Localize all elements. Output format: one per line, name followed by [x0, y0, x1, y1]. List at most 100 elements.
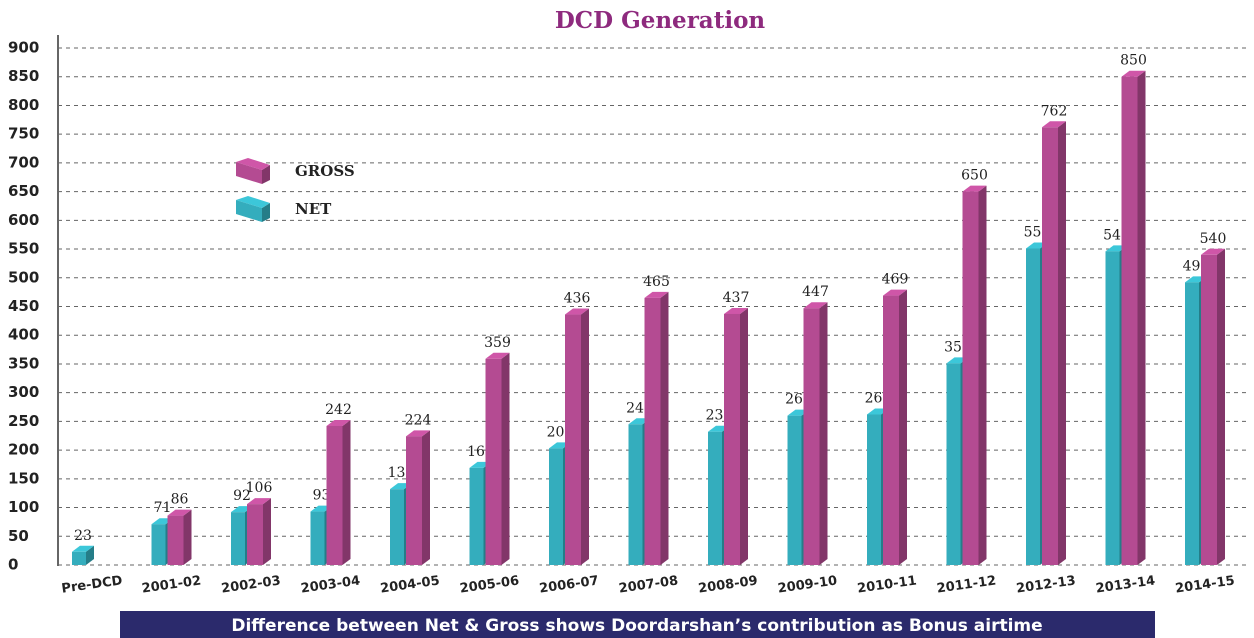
bar-side [740, 307, 748, 565]
bar [1201, 254, 1217, 566]
legend-item: GROSS [236, 158, 355, 184]
bar [1026, 248, 1040, 565]
y-tick-label: 0 [8, 556, 18, 574]
bar [565, 314, 581, 565]
bar [1042, 127, 1058, 566]
bar-top [644, 291, 669, 298]
bar-group [406, 430, 430, 565]
x-tick-label: 2012-13 [1015, 573, 1076, 596]
bar [485, 358, 502, 565]
bar-top [883, 289, 907, 296]
x-tick-label: 2011-12 [936, 573, 997, 596]
value-label: 469 [882, 272, 909, 288]
value-label: 106 [246, 480, 273, 496]
y-tick-label: 700 [8, 153, 39, 171]
y-tick-label: 600 [8, 211, 39, 229]
bar-group [565, 308, 589, 565]
bar-side [899, 289, 907, 565]
bar-side [422, 430, 430, 565]
y-tick-label: 350 [8, 354, 39, 372]
bar-side [86, 545, 94, 565]
bar-top [724, 307, 748, 314]
bar-top [1121, 70, 1146, 77]
x-tick-label: Pre-DCD [61, 573, 124, 596]
y-tick-label: 150 [8, 469, 39, 487]
y-tick-label: 450 [8, 297, 39, 315]
x-tick-label: 2001-02 [141, 573, 202, 596]
y-tick-label: 850 [8, 67, 39, 85]
value-label: 540 [1200, 231, 1227, 247]
x-tick-label: 2009-10 [777, 573, 838, 596]
value-label: 650 [961, 168, 988, 184]
legend-label: NET [295, 200, 332, 218]
bar-top [803, 302, 828, 309]
bar-group [1201, 248, 1225, 566]
bar-side [183, 509, 192, 565]
x-tick-label: 2003-04 [300, 573, 361, 596]
legend-swatch [236, 162, 262, 184]
bar-side [819, 302, 828, 565]
y-tick-label: 500 [8, 268, 39, 286]
bar-top [72, 545, 94, 552]
bar [724, 313, 740, 565]
bar-group [803, 302, 828, 565]
legend-swatch-top [236, 158, 270, 170]
value-label: 93 [313, 488, 331, 504]
annotation: Difference between Net & Gross shows Doo… [231, 616, 1042, 636]
y-tick-label: 300 [8, 383, 39, 401]
y-tick-label: 400 [8, 326, 39, 344]
y-tick-label: 100 [8, 498, 39, 516]
value-label: 447 [802, 284, 829, 300]
banner [120, 611, 1155, 638]
y-tick-label: 650 [8, 182, 39, 200]
value-label: 465 [643, 274, 670, 290]
bar [310, 511, 325, 565]
value-label: 850 [1120, 53, 1147, 69]
bar-group [167, 509, 192, 565]
bar [326, 425, 343, 565]
y-tick-label: 200 [8, 441, 39, 459]
bar-side [660, 291, 669, 565]
bar [628, 424, 643, 565]
bar-top [326, 419, 351, 426]
x-tick-label: 2008-09 [697, 573, 758, 596]
value-label: 71 [154, 500, 172, 516]
bar-top [962, 185, 987, 192]
bar-group [1042, 121, 1066, 566]
bar-top [167, 509, 192, 516]
legend-swatch-top [236, 196, 270, 208]
legend-swatch [236, 200, 262, 222]
x-tick-label: 2014-15 [1174, 573, 1235, 596]
bar-top [1201, 248, 1225, 255]
y-tick-label: 250 [8, 412, 39, 430]
bar [247, 504, 263, 565]
value-label: 762 [1041, 103, 1068, 119]
value-label: 23 [74, 528, 92, 544]
x-tick-label: 2013-14 [1095, 573, 1156, 596]
bar-group [247, 498, 271, 565]
y-tick-label: 800 [8, 96, 39, 114]
x-tick-label: 2005-06 [459, 573, 520, 596]
bar-group [962, 185, 987, 565]
bar [883, 295, 899, 565]
legend-swatch-side [262, 203, 270, 222]
legend-swatch-side [262, 165, 270, 184]
bar-top [406, 430, 430, 437]
value-label: 436 [564, 291, 591, 307]
bar-side [501, 352, 510, 565]
value-label: 242 [325, 402, 352, 418]
bar [708, 431, 722, 565]
bar [1121, 76, 1138, 565]
y-tick-label: 550 [8, 240, 39, 258]
y-tick-label: 750 [8, 125, 39, 143]
y-tick-label: 50 [8, 527, 29, 545]
value-label: 86 [171, 492, 189, 508]
bar-side [978, 185, 987, 565]
bar [644, 297, 661, 565]
value-label: 92 [233, 488, 251, 504]
value-label: 359 [484, 335, 511, 351]
bar [167, 515, 184, 565]
bar-side [1137, 70, 1146, 565]
x-tick-label: 2007-08 [618, 573, 679, 596]
